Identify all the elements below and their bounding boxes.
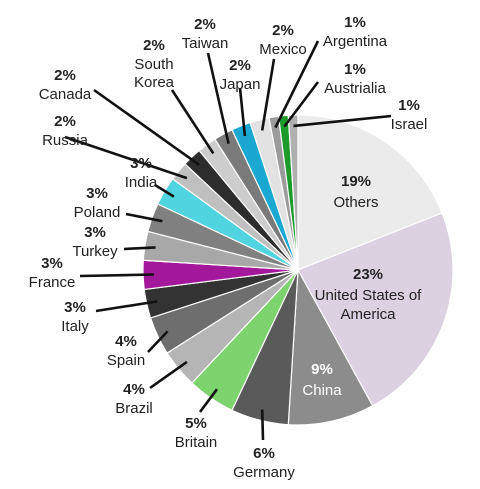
leader-line-russia bbox=[64, 135, 188, 180]
slice-name-spain: Spain bbox=[107, 352, 145, 369]
slice-pct-india: 3% bbox=[130, 155, 152, 172]
slice-name-israel: Israel bbox=[391, 116, 428, 133]
pie-slice-others bbox=[297, 114, 443, 271]
leader-line-canada bbox=[93, 88, 201, 166]
slice-name-united-states-of-america: America bbox=[340, 306, 396, 323]
leader-line-japan bbox=[238, 87, 247, 137]
slice-name-south-korea: South bbox=[134, 56, 173, 73]
slice-pct-united-states-of-america: 23% bbox=[353, 266, 383, 283]
leader-line-mexico bbox=[260, 58, 276, 131]
slice-name-canada: Canada bbox=[39, 86, 92, 103]
slice-name-austrialia: Austrialia bbox=[324, 80, 386, 97]
slice-pct-poland: 3% bbox=[86, 185, 108, 202]
slice-pct-mexico: 2% bbox=[272, 22, 294, 39]
leader-line-spain bbox=[147, 330, 169, 353]
slice-labels: 19% Others 23% United States of America 9% Chi… bbox=[29, 14, 428, 481]
slice-pct-brazil: 4% bbox=[123, 381, 145, 398]
slice-pct-taiwan: 2% bbox=[194, 16, 216, 33]
leader-line-france bbox=[79, 273, 154, 278]
leader-line-germany bbox=[260, 409, 265, 441]
slice-name-india: India bbox=[125, 174, 158, 191]
slice-name-south-korea: Korea bbox=[134, 74, 175, 91]
slice-pct-canada: 2% bbox=[54, 67, 76, 84]
slice-name-china: China bbox=[302, 382, 342, 399]
slice-name-britain: Britain bbox=[175, 434, 218, 451]
slice-name-japan: Japan bbox=[220, 76, 261, 93]
slice-name-russia: Russia bbox=[42, 132, 89, 149]
slice-pct-argentina: 1% bbox=[344, 14, 366, 31]
slice-pct-russia: 2% bbox=[54, 113, 76, 130]
slice-pct-france: 3% bbox=[41, 255, 63, 272]
leader-line-britain bbox=[198, 388, 219, 413]
leader-line-india bbox=[154, 183, 175, 198]
slice-name-germany: Germany bbox=[233, 464, 295, 481]
slice-pct-turkey: 3% bbox=[84, 224, 106, 241]
slice-name-france: France bbox=[29, 274, 76, 291]
slice-name-turkey: Turkey bbox=[72, 243, 118, 260]
slice-pct-austrialia: 1% bbox=[344, 61, 366, 78]
leader-line-argentina bbox=[274, 40, 320, 129]
leader-line-brazil bbox=[149, 360, 188, 390]
slice-pct-others: 19% bbox=[341, 173, 371, 190]
leader-lines bbox=[64, 40, 392, 441]
slice-name-united-states-of-america: United States of bbox=[315, 287, 423, 304]
slice-pct-israel: 1% bbox=[398, 97, 420, 114]
slice-name-others: Others bbox=[333, 194, 378, 211]
slice-pct-spain: 4% bbox=[115, 333, 137, 350]
leader-line-austrialia bbox=[283, 81, 320, 128]
slice-pct-south-korea: 2% bbox=[143, 37, 165, 54]
leader-line-israel bbox=[293, 114, 392, 128]
leader-line-south-korea bbox=[170, 89, 215, 155]
slice-name-mexico: Mexico bbox=[259, 41, 307, 58]
slice-name-poland: Poland bbox=[74, 204, 121, 221]
slice-name-brazil: Brazil bbox=[115, 400, 153, 417]
leader-line-turkey bbox=[123, 246, 156, 251]
pie-slice-united-states-of-america bbox=[297, 212, 454, 407]
slice-name-taiwan: Taiwan bbox=[182, 35, 229, 52]
pie-slices bbox=[142, 114, 454, 426]
leader-line-taiwan bbox=[206, 52, 230, 144]
slice-name-italy: Italy bbox=[61, 318, 89, 335]
slice-pct-italy: 3% bbox=[64, 299, 86, 316]
slice-pct-germany: 6% bbox=[253, 445, 275, 462]
leader-line-poland bbox=[125, 212, 163, 223]
slice-pct-china: 9% bbox=[311, 361, 333, 378]
slice-name-argentina: Argentina bbox=[323, 33, 388, 50]
pie-slice-china bbox=[287, 267, 374, 426]
slice-pct-britain: 5% bbox=[185, 415, 207, 432]
slice-pct-japan: 2% bbox=[229, 57, 251, 74]
leader-line-italy bbox=[95, 300, 158, 313]
